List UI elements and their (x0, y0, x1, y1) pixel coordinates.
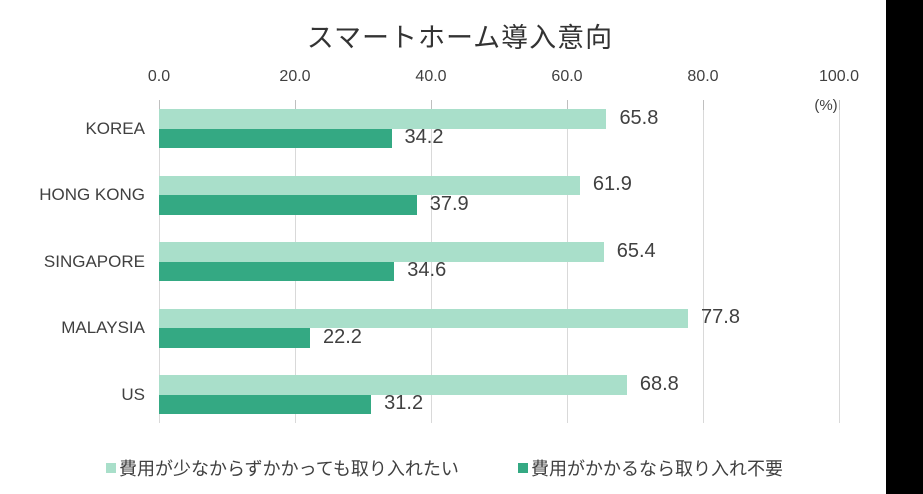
legend-marker (518, 463, 528, 473)
tick-mark (567, 100, 568, 110)
x-tick-label: 0.0 (147, 68, 171, 85)
legend-marker (106, 463, 116, 473)
value-label-series1: 61.9 (592, 173, 632, 196)
tick-mark (703, 100, 704, 110)
right-black-strip (886, 0, 923, 494)
value-label-series2: 34.6 (407, 259, 447, 282)
bar-series2 (159, 328, 310, 348)
bar-series2 (159, 394, 372, 414)
legend-item: 費用がかかるなら取り入れ不要 (518, 455, 783, 481)
value-label-series2: 31.2 (384, 392, 424, 415)
value-label-series2: 22.2 (322, 325, 362, 348)
category-label: MALAYSIA (61, 318, 145, 337)
value-label-series1: 68.8 (639, 372, 679, 395)
gridline (431, 100, 432, 423)
value-label-series1: 65.4 (616, 239, 656, 262)
legend-item: 費用が少なからずかかっても取り入れたい (106, 455, 459, 481)
x-tick-label: 60.0 (551, 68, 583, 85)
bar-series2 (159, 261, 395, 281)
value-label-series1: 77.8 (701, 306, 740, 329)
legend-label: 費用が少なからずかかっても取り入れたい (119, 459, 459, 479)
bar-series2 (159, 128, 392, 148)
category-label: KOREA (85, 118, 145, 138)
value-label-series1: 65.8 (619, 106, 659, 129)
bar-series1 (159, 175, 580, 195)
bar-series1 (159, 242, 604, 262)
bar-series2 (159, 195, 417, 215)
category-label: HONG KONG (39, 185, 145, 204)
gridline (567, 100, 568, 423)
tick-mark (295, 100, 296, 110)
x-tick-label: 20.0 (279, 68, 311, 85)
category-label: US (121, 384, 145, 404)
category-label: SINGAPORE (43, 251, 145, 271)
x-tick-label: 40.0 (415, 68, 447, 85)
value-label-series2: 34.2 (404, 126, 444, 149)
tick-mark (839, 100, 840, 110)
tick-mark (159, 100, 160, 110)
value-label-series2: 37.9 (429, 192, 469, 215)
chart-title: スマートホーム導入意向 (306, 23, 614, 53)
bar-series1 (159, 109, 607, 129)
gridline (703, 100, 704, 423)
gridline (839, 100, 840, 423)
bar-series1 (159, 375, 627, 395)
x-tick-label: 100.0 (818, 68, 860, 85)
tick-mark (431, 100, 432, 110)
axis-unit-label: (%) (814, 97, 838, 114)
bar-series1 (159, 308, 689, 328)
legend-label: 費用がかかるなら取り入れ不要 (531, 459, 783, 479)
x-tick-label: 80.0 (687, 68, 719, 85)
